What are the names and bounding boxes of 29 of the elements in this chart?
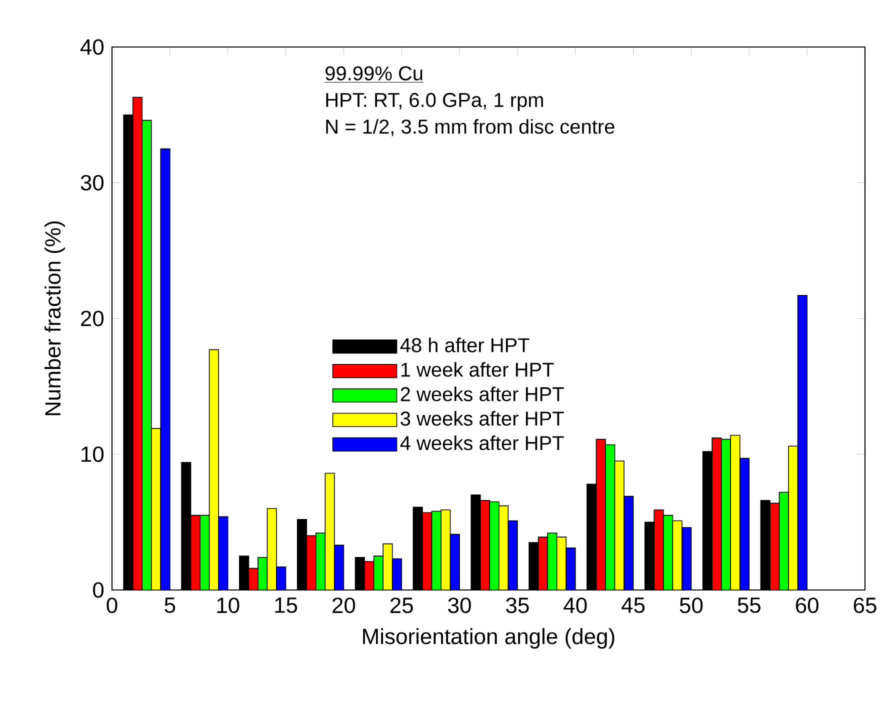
legend-label: 2 weeks after HPT	[400, 386, 564, 402]
y-axis-title: Number fraction (%)	[44, 221, 66, 416]
y-tick-label: 10	[82, 446, 104, 462]
y-tick-label: 0	[93, 582, 104, 598]
y-tick-label: 40	[80, 39, 104, 55]
annotation: 99.99% Cu	[326, 66, 422, 80]
x-tick-label: 50	[680, 598, 703, 614]
x-tick-label: 5	[164, 598, 176, 613]
x-tick-label: 20	[332, 598, 356, 614]
x-tick-label: 15	[275, 598, 298, 613]
x-tick-label: 35	[506, 598, 529, 614]
legend-label: 1 week after HPT	[401, 362, 554, 377]
x-tick-label: 65	[854, 598, 876, 614]
x-tick-label: 45	[622, 598, 645, 613]
annotation: HPT: RT, 6.0 GPa, 1 rpm	[326, 92, 543, 112]
legend-label: 3 weeks after HPT	[400, 411, 564, 426]
y-tick-label: 30	[80, 174, 104, 191]
annotation: N = 1/2, 3.5 mm from disc centre	[326, 119, 614, 136]
legend-label: 48 h after HPT	[400, 338, 530, 352]
legend-label: 4 weeks after HPT	[400, 435, 564, 450]
x-tick-label: 40	[564, 598, 587, 614]
x-tick-label: 30	[448, 598, 471, 614]
x-tick-label: 25	[390, 598, 413, 614]
x-tick-label: 10	[217, 598, 240, 614]
x-tick-label: 55	[738, 598, 760, 613]
x-tick-label: 0	[106, 598, 118, 614]
x-axis-title: Misorientation angle (deg)	[363, 628, 614, 649]
x-tick-label: 60	[796, 598, 818, 614]
y-tick-label: 20	[81, 310, 104, 326]
